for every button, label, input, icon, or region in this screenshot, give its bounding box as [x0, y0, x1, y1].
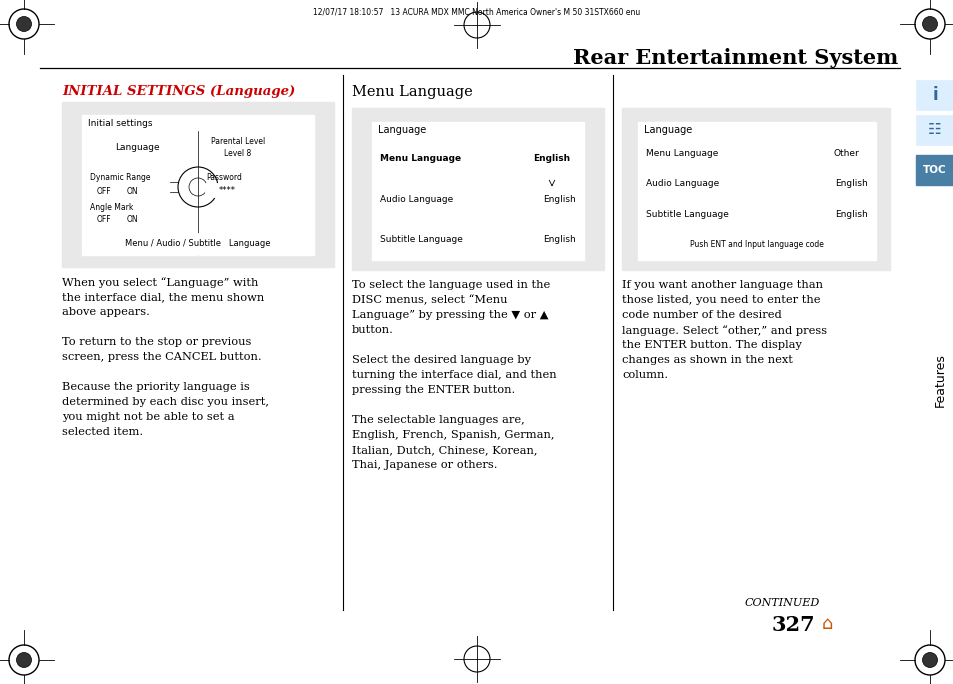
- Text: Audio Language: Audio Language: [379, 194, 453, 204]
- Text: Menu Language: Menu Language: [352, 85, 473, 99]
- Text: The selectable languages are,: The selectable languages are,: [352, 415, 524, 425]
- Text: Italian, Dutch, Chinese, Korean,: Italian, Dutch, Chinese, Korean,: [352, 445, 537, 455]
- Bar: [91, 214, 116, 226]
- Bar: [372, 179, 583, 220]
- Text: English: English: [835, 179, 867, 188]
- Text: ☷: ☷: [927, 122, 941, 137]
- Text: Features: Features: [933, 353, 945, 407]
- Bar: [638, 138, 875, 168]
- Text: you might not be able to set a: you might not be able to set a: [62, 412, 234, 422]
- Text: When you select “Language” with: When you select “Language” with: [62, 277, 258, 288]
- Text: English: English: [542, 194, 576, 204]
- Text: those listed, you need to enter the: those listed, you need to enter the: [621, 295, 820, 305]
- Text: English: English: [542, 235, 576, 244]
- Bar: [638, 199, 875, 230]
- Text: above appears.: above appears.: [62, 307, 150, 317]
- Bar: [821, 142, 869, 164]
- Text: Language: Language: [114, 142, 159, 151]
- Text: the ENTER button. The display: the ENTER button. The display: [621, 340, 801, 350]
- Text: Subtitle Language: Subtitle Language: [645, 210, 728, 219]
- Bar: [352, 108, 603, 270]
- Bar: [638, 122, 875, 260]
- Circle shape: [16, 653, 31, 668]
- Text: changes as shown in the next: changes as shown in the next: [621, 355, 792, 365]
- Text: DISC menus, select “Menu: DISC menus, select “Menu: [352, 295, 507, 306]
- Text: Rear Entertainment System: Rear Entertainment System: [572, 48, 897, 68]
- Bar: [82, 115, 314, 131]
- Text: Subtitle Language: Subtitle Language: [379, 235, 462, 244]
- Text: To return to the stop or previous: To return to the stop or previous: [62, 337, 251, 347]
- Text: ****: ****: [218, 185, 235, 194]
- Text: language. Select “other,” and press: language. Select “other,” and press: [621, 325, 826, 336]
- Text: Thai, Japanese or others.: Thai, Japanese or others.: [352, 460, 497, 470]
- Text: ON: ON: [126, 215, 137, 224]
- Text: Menu Language: Menu Language: [645, 148, 718, 158]
- Text: To select the language used in the: To select the language used in the: [352, 280, 550, 290]
- Text: column.: column.: [621, 370, 667, 380]
- Text: ON: ON: [126, 187, 137, 196]
- Text: If you want another language than: If you want another language than: [621, 280, 822, 290]
- Text: Language: Language: [377, 125, 426, 135]
- Text: English: English: [533, 154, 570, 163]
- Text: Select the desired language by: Select the desired language by: [352, 355, 531, 365]
- Text: screen, press the CANCEL button.: screen, press the CANCEL button.: [62, 352, 261, 362]
- Bar: [91, 185, 116, 197]
- Bar: [915, 115, 953, 145]
- Text: 12/07/17 18:10:57   13 ACURA MDX MMC North America Owner's M 50 31STX660 enu: 12/07/17 18:10:57 13 ACURA MDX MMC North…: [313, 8, 640, 16]
- Text: Because the priority language is: Because the priority language is: [62, 382, 250, 392]
- Text: Level 8: Level 8: [224, 149, 252, 158]
- Bar: [120, 214, 144, 226]
- Text: determined by each disc you insert,: determined by each disc you insert,: [62, 397, 269, 407]
- Circle shape: [922, 16, 937, 31]
- Text: Angle Mark: Angle Mark: [90, 202, 133, 211]
- Bar: [525, 142, 578, 174]
- Bar: [638, 230, 875, 260]
- Circle shape: [16, 16, 31, 31]
- Bar: [372, 220, 583, 260]
- Text: Push ENT and Input language code: Push ENT and Input language code: [689, 240, 823, 249]
- Text: CONTINUED: CONTINUED: [744, 598, 820, 608]
- Bar: [915, 155, 953, 185]
- Circle shape: [922, 653, 937, 668]
- Text: pressing the ENTER button.: pressing the ENTER button.: [352, 385, 515, 395]
- Text: OFF: OFF: [96, 187, 112, 196]
- Bar: [638, 168, 875, 199]
- Text: turning the interface dial, and then: turning the interface dial, and then: [352, 370, 556, 380]
- Bar: [372, 138, 583, 179]
- Bar: [62, 102, 334, 267]
- Bar: [638, 122, 875, 138]
- Text: Password: Password: [206, 174, 242, 183]
- Text: English, French, Spanish, German,: English, French, Spanish, German,: [352, 430, 554, 440]
- Text: i: i: [931, 86, 937, 104]
- Text: Menu Language: Menu Language: [379, 154, 460, 163]
- Text: Audio Language: Audio Language: [645, 179, 719, 188]
- Text: Menu / Audio / Subtitle   Language: Menu / Audio / Subtitle Language: [125, 239, 271, 248]
- Text: Language: Language: [643, 125, 692, 135]
- Text: Dynamic Range: Dynamic Range: [90, 174, 151, 183]
- Text: the interface dial, the menu shown: the interface dial, the menu shown: [62, 292, 264, 302]
- FancyBboxPatch shape: [217, 148, 258, 159]
- Text: INITIAL SETTINGS (Language): INITIAL SETTINGS (Language): [62, 85, 294, 98]
- Text: Other: Other: [832, 148, 858, 158]
- Text: code number of the desired: code number of the desired: [621, 310, 781, 320]
- Bar: [82, 233, 314, 255]
- Bar: [82, 115, 314, 255]
- Bar: [621, 108, 889, 270]
- Text: Initial settings: Initial settings: [88, 118, 152, 127]
- Bar: [120, 185, 144, 197]
- Bar: [372, 122, 583, 260]
- Text: Parental Level: Parental Level: [211, 137, 265, 146]
- Bar: [915, 80, 953, 110]
- Text: English: English: [835, 210, 867, 219]
- Bar: [372, 122, 583, 138]
- Text: OFF: OFF: [96, 215, 112, 224]
- Text: ⌂: ⌂: [821, 615, 833, 633]
- Text: button.: button.: [352, 325, 394, 335]
- Text: TOC: TOC: [923, 165, 945, 175]
- FancyBboxPatch shape: [205, 183, 248, 198]
- Text: 327: 327: [771, 615, 814, 635]
- Text: Language” by pressing the ▼ or ▲: Language” by pressing the ▼ or ▲: [352, 310, 548, 320]
- Text: selected item.: selected item.: [62, 427, 143, 437]
